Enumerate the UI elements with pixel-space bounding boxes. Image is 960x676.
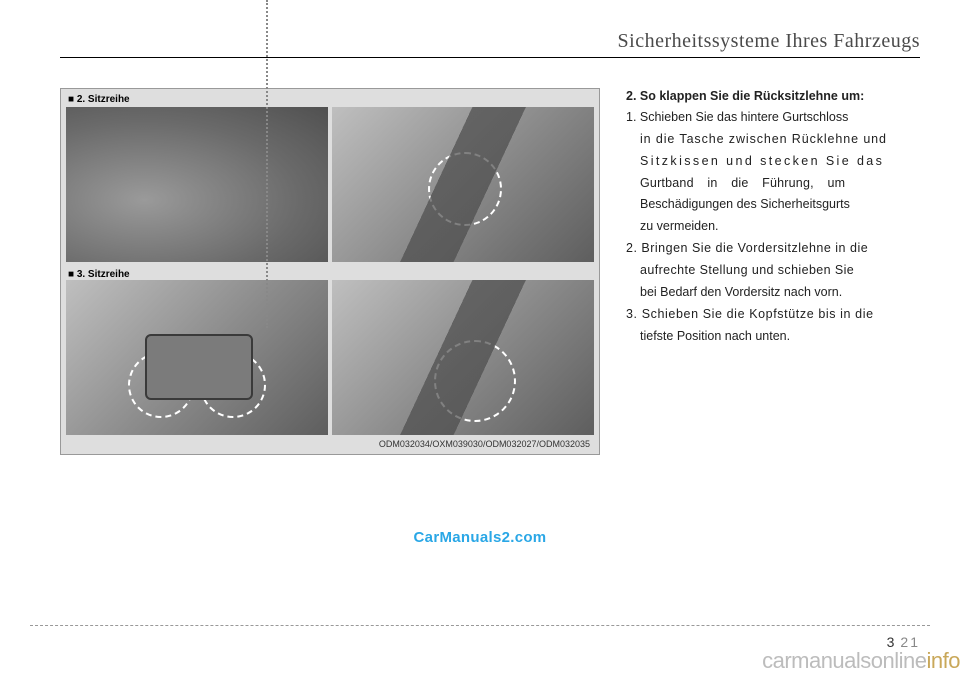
highlight-circle xyxy=(118,175,178,235)
figure-img-2 xyxy=(332,107,594,262)
highlight-circle xyxy=(428,152,502,226)
watermark-center: CarManuals2.com xyxy=(414,529,547,546)
figure-cell-2 xyxy=(332,107,594,262)
content-row: ■ 2. Sitzreihe ■ 3. Sitzreihe xyxy=(60,88,920,455)
instruction-line: bei Bedarf den Vordersitz nach vorn. xyxy=(626,284,920,301)
instruction-line: 2. Bringen Sie die Vordersitzlehne in di… xyxy=(626,240,920,257)
figure-img-1 xyxy=(66,107,328,262)
instruction-line: in die Tasche zwischen Rücklehne und xyxy=(626,131,920,148)
page-title: Sicherheitssysteme Ihres Fahrzeugs xyxy=(618,30,920,53)
label-row3: ■ 3. Sitzreihe xyxy=(68,269,130,280)
instruction-title: 2. So klappen Sie die Rücksitzlehne um: xyxy=(626,88,920,105)
instruction-line: aufrechte Stellung und schieben Sie xyxy=(626,262,920,279)
instruction-line: 3. Schieben Sie die Kopfstütze bis in di… xyxy=(626,306,920,323)
instruction-column: 2. So klappen Sie die Rücksitzlehne um: … xyxy=(626,88,920,455)
instruction-line: Beschädigungen des Sicherheitsgurts xyxy=(626,196,920,213)
page-header: Sicherheitssysteme Ihres Fahrzeugs xyxy=(60,30,920,58)
label-row2: ■ 2. Sitzreihe xyxy=(68,94,594,105)
figure-caption: ODM032034/OXM039030/ODM032027/ODM032035 xyxy=(66,439,590,449)
bottom-watermark-2: info xyxy=(927,648,960,673)
instruction-list: 1. Schieben Sie das hintere Gurtschloss … xyxy=(626,109,920,345)
figure-img-3 xyxy=(66,280,328,435)
figure-cell-1 xyxy=(66,107,328,262)
bottom-watermark: carmanualsonlineinfo xyxy=(762,648,960,674)
highlight-circle xyxy=(200,352,266,418)
figure-block: ■ 2. Sitzreihe ■ 3. Sitzreihe xyxy=(60,88,600,455)
highlight-circle xyxy=(434,340,516,422)
instruction-line: 1. Schieben Sie das hintere Gurtschloss xyxy=(626,109,920,126)
figure-img-4 xyxy=(332,280,594,435)
figure-grid: ■ 3. Sitzreihe xyxy=(66,107,594,435)
spacer-cell xyxy=(332,262,594,280)
instruction-line: zu vermeiden. xyxy=(626,218,920,235)
instruction-line: tiefste Position nach unten. xyxy=(626,328,920,345)
highlight-circle xyxy=(128,352,194,418)
bottom-watermark-1: carmanualsonline xyxy=(762,648,926,673)
instruction-line: Sitzkissen und stecken Sie das xyxy=(626,153,920,170)
instruction-line: Gurtband in die Führung, um xyxy=(626,175,920,192)
highlight-circle xyxy=(166,207,216,257)
figure-cell-4 xyxy=(332,280,594,435)
label-row3-cell: ■ 3. Sitzreihe xyxy=(66,262,328,280)
bottom-divider xyxy=(30,625,930,626)
figure-divider xyxy=(266,0,268,328)
figure-cell-3 xyxy=(66,280,328,435)
